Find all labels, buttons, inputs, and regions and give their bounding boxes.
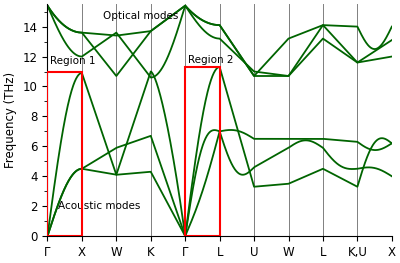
Bar — [185, 67, 220, 236]
Y-axis label: Frequency (THz): Frequency (THz) — [4, 72, 17, 168]
Text: Region 1: Region 1 — [50, 56, 95, 66]
Bar — [48, 72, 82, 236]
Text: Region 2: Region 2 — [188, 54, 233, 64]
Text: Acoustic modes: Acoustic modes — [58, 201, 140, 211]
Text: Optical modes: Optical modes — [103, 11, 178, 21]
